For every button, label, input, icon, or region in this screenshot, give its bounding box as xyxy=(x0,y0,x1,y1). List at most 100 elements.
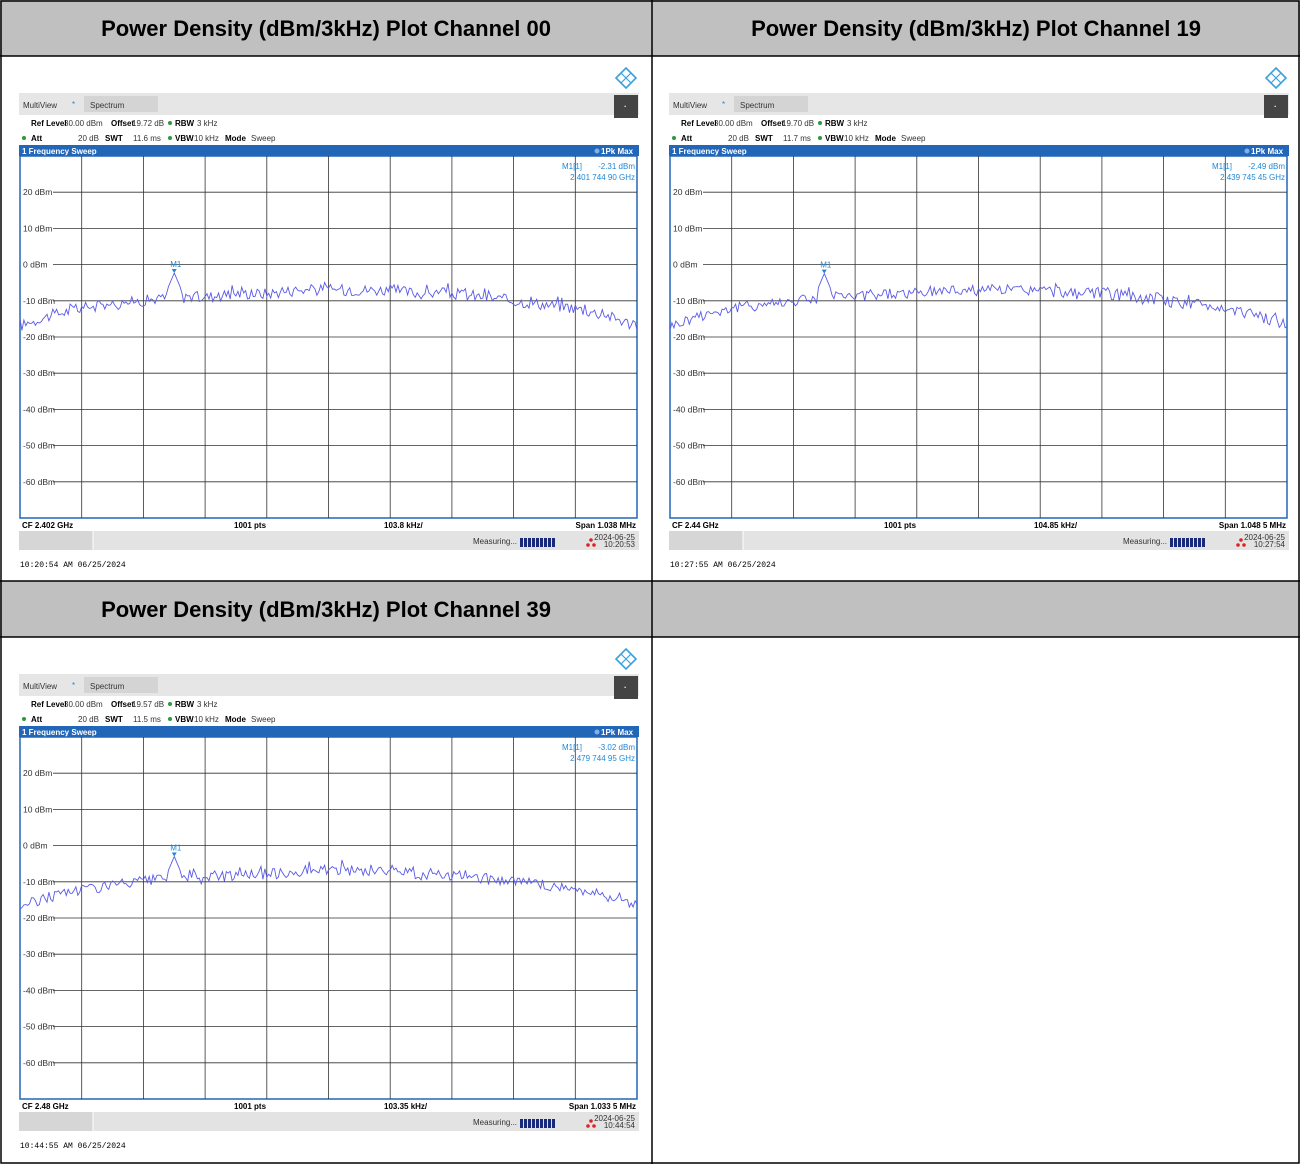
trace-mode: 1Pk Max xyxy=(601,728,634,737)
vbw-label: VBW xyxy=(175,134,194,143)
frequency-span: Span 1.038 MHz xyxy=(576,521,636,530)
frequency-per-division: 103.8 kHz/ xyxy=(384,521,423,530)
y-tick-label: -10 dBm xyxy=(23,296,55,306)
spectrum-trace xyxy=(669,272,1288,331)
tab-multiview[interactable]: MultiView xyxy=(23,682,57,691)
progress-segment xyxy=(1186,538,1189,547)
ref-level-label: Ref Level xyxy=(31,700,67,709)
progress-segment xyxy=(532,538,535,547)
menu-button[interactable] xyxy=(1264,95,1288,118)
capture-timestamp: 10:44:55 AM 06/25/2024 xyxy=(20,1142,126,1151)
status-time: 10:44:54 xyxy=(604,1121,636,1130)
tab-spectrum[interactable]: Spectrum xyxy=(90,682,125,691)
y-tick-label: -20 dBm xyxy=(23,332,55,342)
status-bar-left xyxy=(19,1112,93,1131)
tab-multiview[interactable]: MultiView xyxy=(23,101,57,110)
offset-label: Offset xyxy=(111,700,134,709)
progress-segment xyxy=(1182,538,1185,547)
header-row-2 xyxy=(0,581,1300,637)
y-tick-label: 20 dBm xyxy=(673,187,702,197)
marker-m1-tag: M1 xyxy=(820,261,832,270)
frequency-span: Span 1.048 5 MHz xyxy=(1219,521,1286,530)
y-tick-label: -10 dBm xyxy=(673,296,705,306)
progress-segment xyxy=(528,1119,531,1128)
marker-label: M1[1] xyxy=(1212,162,1232,171)
progress-segment xyxy=(552,1119,555,1128)
trace-indicator-icon xyxy=(594,729,600,735)
y-tick-label: -60 dBm xyxy=(23,477,55,487)
tab-multiview[interactable]: MultiView xyxy=(673,101,707,110)
progress-segment xyxy=(1202,538,1205,547)
measuring-status: Measuring... xyxy=(473,537,517,546)
tab-star-icon: * xyxy=(722,100,725,109)
marker-level: -2.49 dBm xyxy=(1248,162,1285,171)
status-bar-left xyxy=(669,531,743,550)
vbw-coupled-dot-icon xyxy=(168,717,172,721)
trace-indicator-icon xyxy=(594,148,600,154)
menu-button[interactable] xyxy=(614,95,638,118)
att-coupled-dot-icon xyxy=(22,136,26,140)
marker-label: M1[1] xyxy=(562,743,582,752)
frequency-span: Span 1.033 5 MHz xyxy=(569,1102,636,1111)
y-tick-label: -30 dBm xyxy=(673,368,705,378)
swt-value: 11.6 ms xyxy=(133,134,161,143)
y-tick-label: -60 dBm xyxy=(673,477,705,487)
y-tick-label: -60 dBm xyxy=(23,1058,55,1068)
rbw-coupled-dot-icon xyxy=(168,702,172,706)
tab-spectrum-bg[interactable] xyxy=(84,96,158,112)
swt-value: 11.5 ms xyxy=(133,715,161,724)
rbw-value: 3 kHz xyxy=(197,700,217,709)
progress-segment xyxy=(1170,538,1173,547)
y-tick-label: -40 dBm xyxy=(23,404,55,414)
tab-spectrum[interactable]: Spectrum xyxy=(740,101,775,110)
tab-spectrum-bg[interactable] xyxy=(734,96,808,112)
y-tick-label: 0 dBm xyxy=(23,841,48,851)
att-label: Att xyxy=(681,134,692,143)
progress-segment xyxy=(528,538,531,547)
marker-m1-icon xyxy=(171,268,177,273)
menu-button[interactable] xyxy=(614,676,638,699)
y-tick-label: 10 dBm xyxy=(23,223,52,233)
ref-level-value: 30.00 dBm xyxy=(64,119,103,128)
mode-value: Sweep xyxy=(251,715,276,724)
progress-segment xyxy=(520,1119,523,1128)
rbw-label: RBW xyxy=(175,119,195,128)
progress-segment xyxy=(548,538,551,547)
status-date: 2024-06-25 xyxy=(594,1114,635,1123)
progress-segment xyxy=(532,1119,535,1128)
y-tick-label: 20 dBm xyxy=(23,768,52,778)
status-date: 2024-06-25 xyxy=(1244,533,1285,542)
att-coupled-dot-icon xyxy=(22,717,26,721)
status-bar xyxy=(19,1112,639,1131)
tab-spectrum-bg[interactable] xyxy=(84,677,158,693)
panel-title-bar xyxy=(669,145,1289,156)
status-time: 10:27:54 xyxy=(1254,540,1286,549)
status-bar xyxy=(19,531,639,550)
header-channel-00: Power Density (dBm/3kHz) Plot Channel 00 xyxy=(101,16,551,41)
y-tick-label: 0 dBm xyxy=(673,260,698,270)
att-label: Att xyxy=(31,134,42,143)
status-bar-left xyxy=(19,531,93,550)
offset-value: 19.70 dB xyxy=(782,119,814,128)
ref-level-value: 30.00 dBm xyxy=(64,700,103,709)
marker-level: -3.02 dBm xyxy=(598,743,635,752)
marker-level: -2.31 dBm xyxy=(598,162,635,171)
offset-label: Offset xyxy=(761,119,784,128)
rs-logo-icon xyxy=(1264,66,1288,90)
att-coupled-dot-icon xyxy=(672,136,676,140)
progress-segment xyxy=(544,1119,547,1128)
rbw-coupled-dot-icon xyxy=(168,121,172,125)
mode-value: Sweep xyxy=(251,134,276,143)
marker-frequency: 2.401 744 90 GHz xyxy=(570,173,635,182)
center-frequency: CF 2.48 GHz xyxy=(22,1102,69,1111)
tab-spectrum[interactable]: Spectrum xyxy=(90,101,125,110)
warning-icon xyxy=(586,1119,596,1128)
y-tick-label: -20 dBm xyxy=(673,332,705,342)
marker-frequency: 2.439 745 45 GHz xyxy=(1220,173,1285,182)
panel-title: 1 Frequency Sweep xyxy=(672,147,747,156)
mode-label: Mode xyxy=(225,715,246,724)
marker-m1-icon xyxy=(821,269,827,274)
